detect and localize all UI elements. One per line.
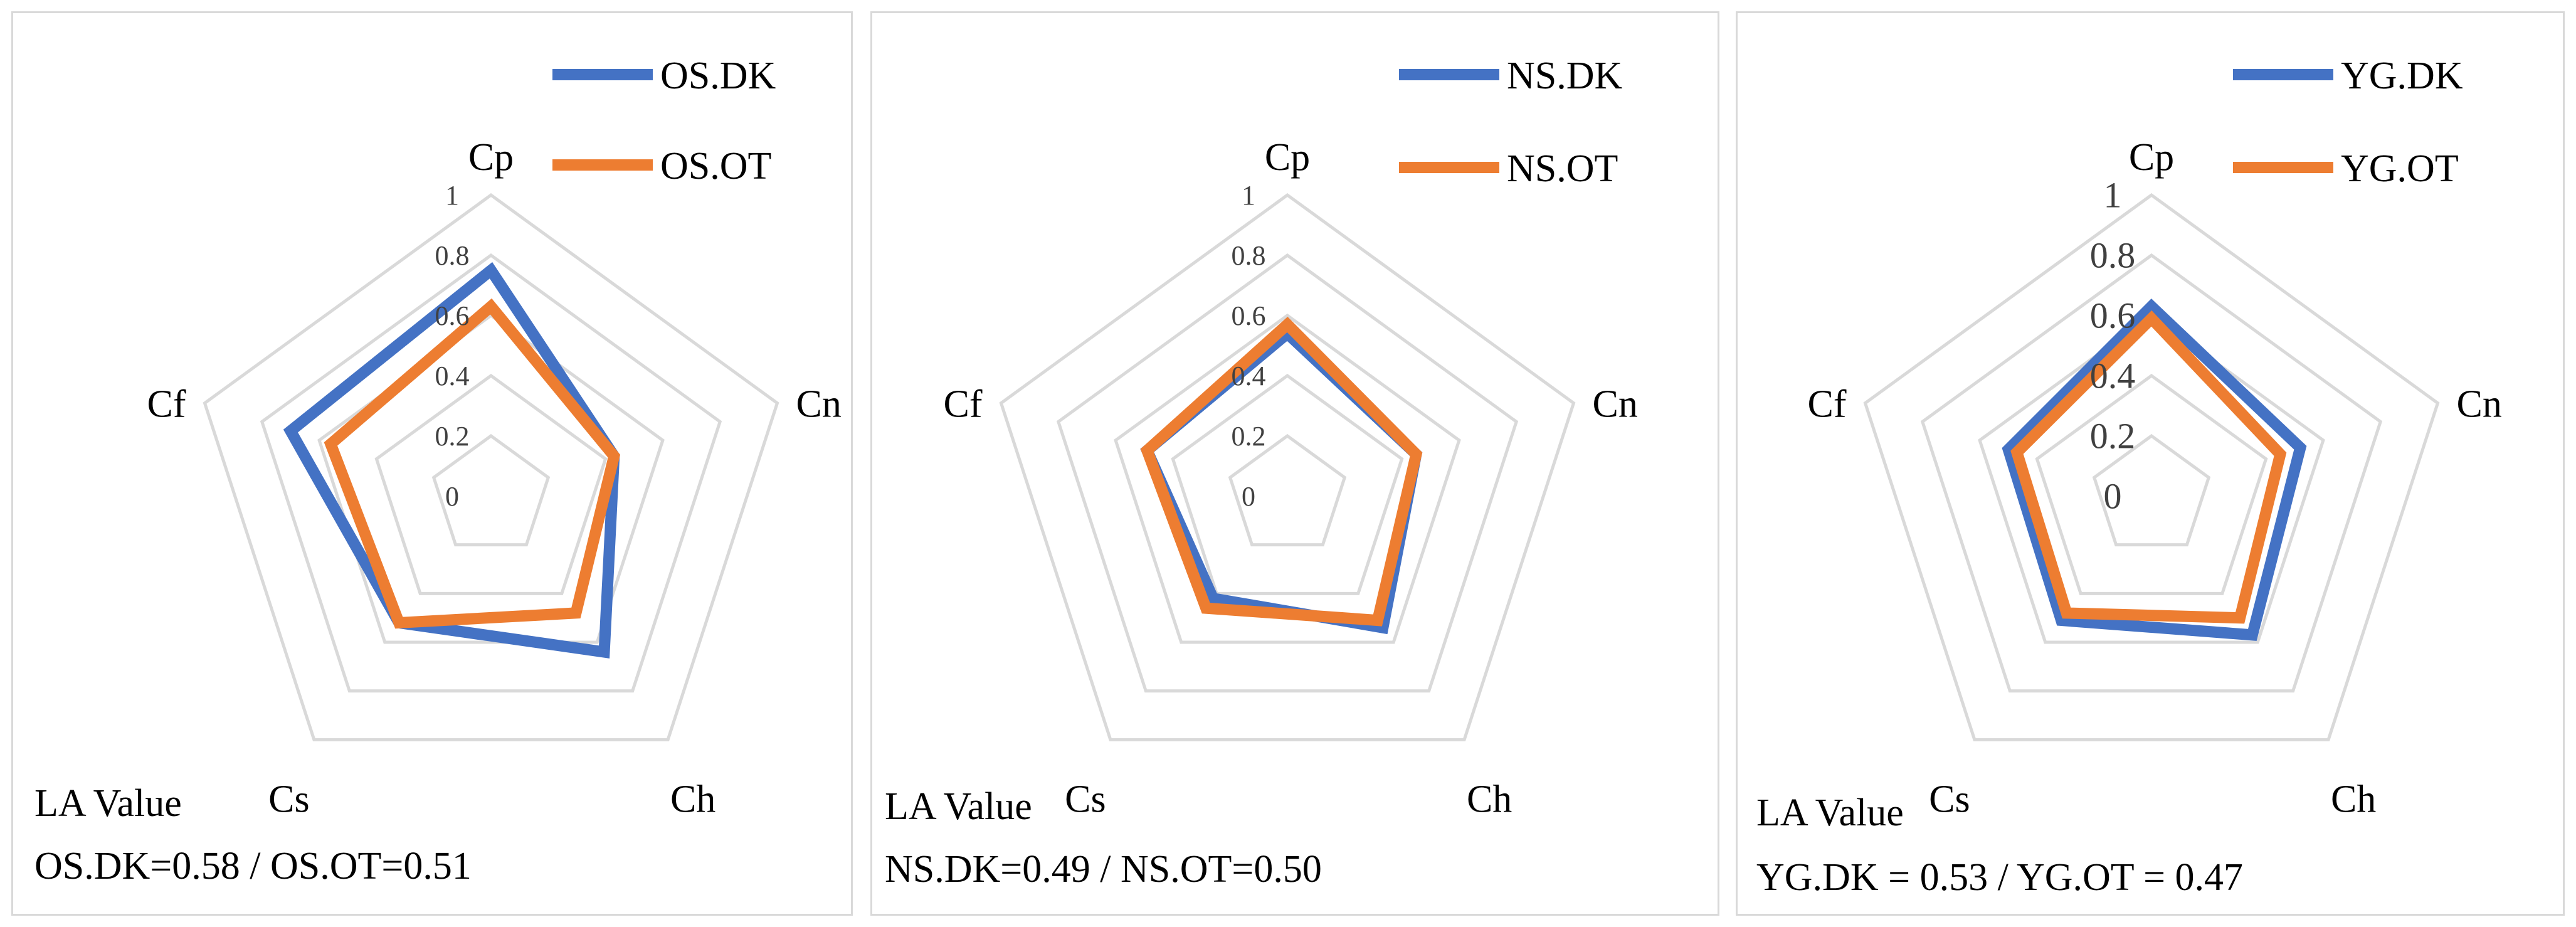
category-label-cs: Cs [268,778,309,820]
radial-tick-label: 0.4 [1232,361,1266,391]
radial-tick-label: 0.2 [1232,421,1266,452]
category-label-cp: Cp [468,136,514,179]
radial-tick-label: 0.8 [2090,235,2136,276]
radar-gridline [1228,433,1347,547]
radar-gridline [431,433,551,547]
radar-gridline [260,253,722,693]
radar-chart-yg: 0 0.2 0.4 0.6 0.8 1Cp Cn Ch Cs Cf YG.DK YG.OT LA Val… [1756,55,2502,899]
series-line-ns-dk [1140,326,1423,635]
category-label-ch: Ch [2331,778,2376,820]
radar-panel-yg: 0 0.2 0.4 0.6 0.8 1 Cp Cn Ch Cs Cf YG.DK YG.OT LA Val… [1736,11,2565,916]
annotation-values: OS.DK=0.58 / OS.OT=0.51 [34,845,472,887]
radial-tick-label: 0.4 [2090,356,2136,396]
radial-tick-label: 1 [1242,180,1255,211]
legend-label: YG.OT [2341,147,2459,190]
legend-label: YG.DK [2341,55,2463,97]
category-label-cs: Cs [1929,778,1970,820]
category-label-ch: Ch [1467,778,1512,820]
radial-tick-label: 0.8 [1232,240,1266,271]
radar-gridline [2035,373,2268,595]
category-label-ch: Ch [670,778,715,820]
radial-tick-label: 0.8 [435,240,470,271]
radar-gridline [1863,193,2440,741]
radial-tick-label: 0.2 [2090,416,2136,457]
radial-tick-label: 0.4 [435,361,470,391]
legend-label: NS.DK [1507,55,1623,97]
radar-gridline [317,313,665,644]
radar-gridline [1920,253,2383,693]
radar-gridline [1056,253,1519,693]
legend-label: NS.OT [1507,147,1618,190]
category-label-cf: Cf [147,383,186,426]
series-line-yg-ot [2010,310,2287,624]
annotation-title: LA Value [34,782,182,825]
radial-tick-label: 0 [2104,476,2122,517]
annotation-title: LA Value [885,785,1032,828]
radial-tick-label: 1 [2104,175,2122,216]
radial-tick-label: 0 [445,481,459,512]
radial-tick-label: 0.6 [2090,295,2136,336]
radar-gridline [1171,373,1404,595]
category-label-cs: Cs [1065,778,1106,820]
radar-gridline [374,373,608,595]
radar-panel-os: 0 0.2 0.4 0.6 0.8 1 Cp Cn Ch Cs Cf OS.DK OS.OT LA Val… [11,11,853,916]
series-line-yg-dk [2002,299,2307,641]
annotation-title: LA Value [1756,792,1904,834]
legend-label: OS.DK [660,55,776,97]
series-line-os-ot [324,298,621,629]
radial-tick-label: 0.6 [1232,300,1266,331]
radial-tick-label: 1 [445,180,459,211]
category-label-cf: Cf [1807,383,1846,426]
radar-chart-os: 0 0.2 0.4 0.6 0.8 1 Cp Cn Ch Cs Cf OS.DK OS.OT LA Val… [34,55,842,887]
category-label-cn: Cn [796,383,842,426]
radar-gridline [2092,433,2211,547]
category-label-cn: Cn [2457,383,2502,426]
legend-label: OS.OT [660,145,771,188]
radial-tick-label: 0.2 [435,421,470,452]
category-label-cf: Cf [943,383,982,426]
radar-chart-ns: 0 0.2 0.4 0.6 0.8 1 Cp Cn Ch Cs Cf NS.DK NS.OT LA Val… [885,55,1638,891]
annotation-values: NS.DK=0.49 / NS.OT=0.50 [885,848,1322,891]
radar-gridline [203,193,779,741]
category-label-cp: Cp [1265,136,1310,179]
category-label-cn: Cn [1593,383,1638,426]
radar-gridline [1114,313,1461,644]
radar-gridline [1978,313,2325,644]
radar-panel-ns: 0 0.2 0.4 0.6 0.8 1 Cp Cn Ch Cs Cf NS.DK NS.OT LA Val… [870,11,1719,916]
series-line-ns-ot [1140,316,1423,627]
radar-gridline [999,193,1576,741]
radial-tick-label: 0 [1242,481,1255,512]
radial-tick-label: 0.6 [435,300,470,331]
annotation-values: YG.DK = 0.53 / YG.OT = 0.47 [1756,856,2243,899]
category-label-cp: Cp [2129,136,2174,179]
